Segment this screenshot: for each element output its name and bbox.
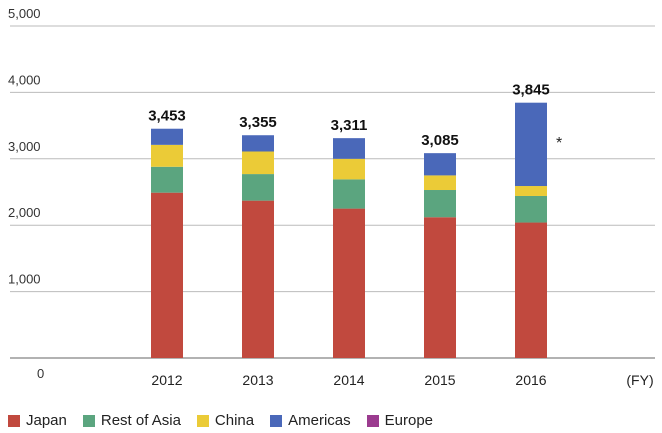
total-label: 3,355: [239, 114, 277, 131]
y-tick-label: 1,000: [8, 272, 41, 287]
annotation-marker: *: [556, 135, 562, 152]
total-labels: 3,453 3,355 3,311 3,085 3,845: [148, 82, 550, 149]
legend-label: Rest of Asia: [100, 412, 181, 429]
bar-segment: [151, 192, 183, 358]
legend-item: China: [196, 412, 255, 429]
bar-segment: [151, 144, 183, 167]
bar-segment: [333, 179, 365, 209]
bar-segment: [424, 175, 456, 191]
y-tick-label: 0: [37, 366, 44, 381]
x-tick-label: 2012: [151, 372, 182, 388]
legend-swatch: [270, 414, 283, 427]
legend-swatch: [196, 414, 209, 427]
total-label: 3,311: [331, 117, 368, 134]
bar-segment: [333, 208, 365, 358]
x-unit-label: (FY): [626, 372, 653, 388]
bar-segment: [151, 128, 183, 145]
bar-segment: [515, 102, 547, 187]
total-label: 3,085: [421, 132, 459, 149]
bar-segment: [151, 166, 183, 193]
bar-segment: [515, 222, 547, 358]
bar-segment: [515, 195, 547, 223]
y-tick-label: 5,000: [8, 6, 41, 21]
y-tick-label: 3,000: [8, 139, 41, 154]
bar-segment: [333, 158, 365, 180]
legend-label: Japan: [26, 412, 67, 429]
legend-label: Americas: [288, 412, 351, 429]
x-axis-ticks: 2012 2013 2014 2015 2016 (FY): [151, 372, 653, 388]
y-tick-label: 4,000: [8, 72, 41, 87]
legend-item: Americas: [270, 412, 351, 429]
bar-segment: [333, 138, 365, 159]
legend: Japan Rest of Asia China Americas Europe: [8, 412, 449, 429]
annotations: *: [556, 135, 562, 152]
bar-segment: [242, 174, 274, 201]
legend-swatch: [82, 414, 95, 427]
bar-segment: [515, 186, 547, 196]
legend-label: China: [214, 412, 255, 429]
gridlines: [10, 25, 655, 359]
legend-swatch: [8, 414, 20, 427]
x-tick-label: 2015: [424, 372, 455, 388]
legend-item: Rest of Asia: [82, 412, 181, 429]
x-tick-label: 2013: [242, 372, 273, 388]
x-tick-label: 2016: [515, 372, 546, 388]
x-tick-label: 2014: [333, 372, 364, 388]
bar-segment: [242, 135, 274, 152]
legend-label: Europe: [384, 412, 434, 429]
bar-segment: [242, 151, 274, 175]
total-label: 3,453: [148, 108, 186, 125]
bar-segment: [424, 217, 456, 358]
y-axis-ticks: 0 1,000 2,000 3,000 4,000 5,000: [8, 6, 44, 381]
legend-item: Europe: [366, 412, 434, 429]
legend-swatch: [366, 414, 379, 427]
bar-segment: [242, 200, 274, 358]
bar-stacks: [151, 102, 547, 358]
bar-segment: [424, 153, 456, 176]
bar-segment: [424, 190, 456, 218]
total-label: 3,845: [512, 82, 550, 99]
legend-item: Japan: [8, 412, 67, 429]
y-tick-label: 2,000: [8, 205, 41, 220]
